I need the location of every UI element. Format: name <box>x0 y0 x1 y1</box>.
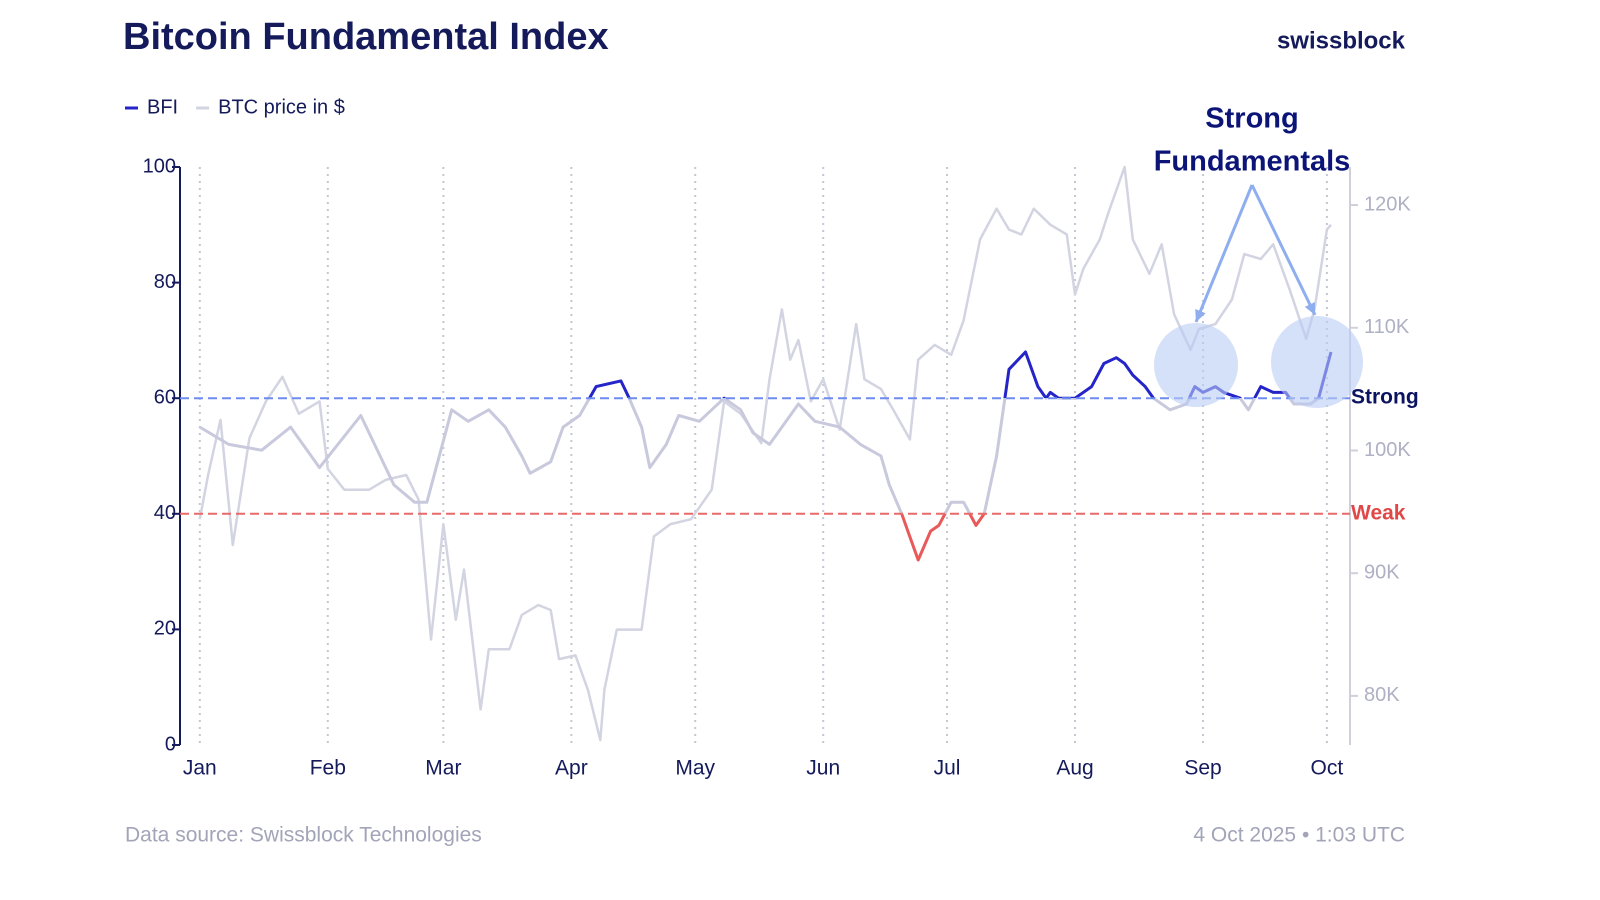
y2-tick-label: 80K <box>1364 684 1400 706</box>
brand: swissblock <box>1277 27 1406 54</box>
arrow <box>1250 184 1317 316</box>
y-tick-label: 20 <box>154 618 176 640</box>
highlight <box>1271 316 1363 408</box>
arrow-head <box>1195 309 1206 322</box>
x-tick-label: May <box>675 757 715 780</box>
threshold-label: Strong <box>1351 386 1419 409</box>
highlight <box>1154 323 1238 407</box>
y-tick-label: 40 <box>154 502 176 524</box>
x-tick-label: Sep <box>1184 757 1221 780</box>
y-tick-label: 80 <box>154 271 176 293</box>
arrow-head <box>1304 302 1315 315</box>
x-tick-label: Jul <box>934 757 961 780</box>
y2-tick-label: 120K <box>1364 193 1411 215</box>
y-tick-label: 0 <box>165 733 176 755</box>
x-tick-label: Oct <box>1311 757 1344 780</box>
chart-title: Bitcoin Fundamental Index <box>123 16 609 58</box>
annotation: Strong <box>1205 103 1298 135</box>
x-tick-label: Mar <box>425 757 461 780</box>
x-tick-label: Jan <box>183 757 217 780</box>
y2-tick-label: 100K <box>1364 439 1411 461</box>
legend-label: BFI <box>147 96 178 118</box>
arrow <box>1194 184 1254 323</box>
x-tick-label: Feb <box>310 757 346 780</box>
source: Data source: Swissblock Technologies <box>125 824 482 847</box>
threshold-label: Weak <box>1351 501 1406 524</box>
y2-tick-label: 110K <box>1364 316 1410 338</box>
x-tick-label: Apr <box>555 757 588 780</box>
timestamp: 4 Oct 2025 • 1:03 UTC <box>1193 824 1405 847</box>
y-tick-label: 100 <box>143 155 176 177</box>
x-tick-label: Aug <box>1056 757 1093 780</box>
annotation: Fundamentals <box>1154 146 1351 178</box>
y-tick-label: 60 <box>154 386 176 408</box>
legend-label: BTC price in $ <box>218 96 345 118</box>
y2-tick-label: 90K <box>1364 561 1400 583</box>
series-line <box>198 165 1332 742</box>
x-tick-label: Jun <box>806 757 840 780</box>
